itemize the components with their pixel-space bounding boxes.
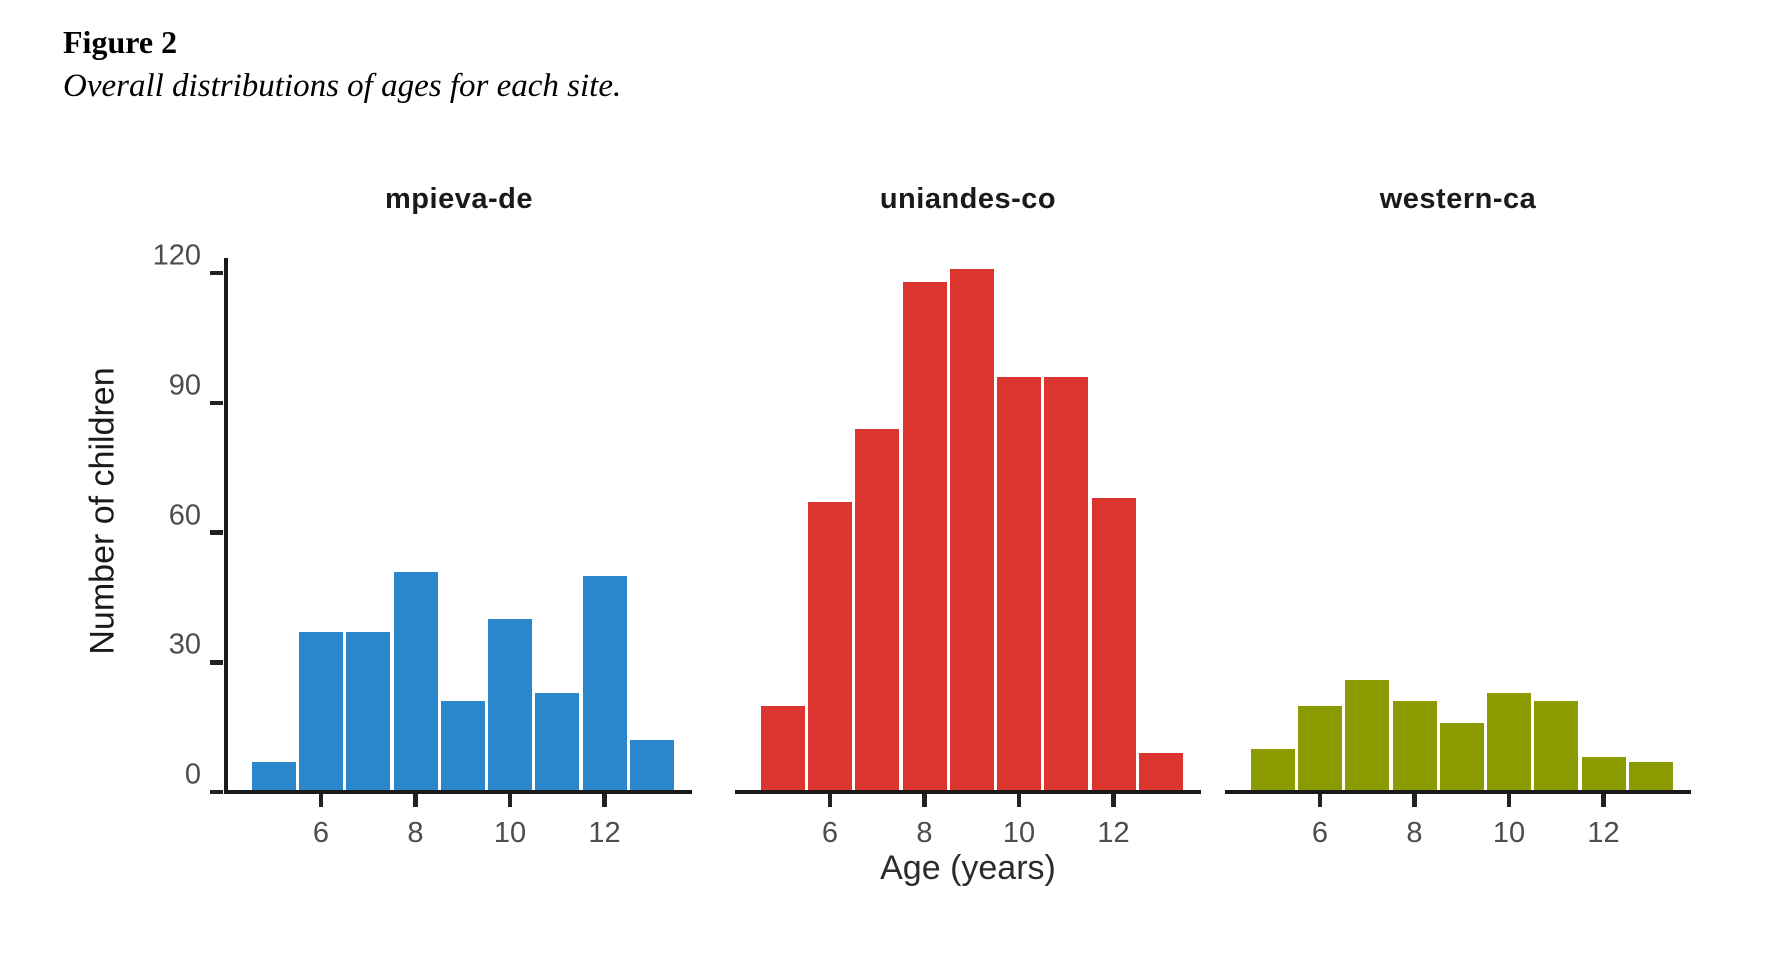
histogram-bar-age-12 xyxy=(582,575,627,792)
histogram-bar-age-13 xyxy=(1628,761,1673,792)
x-tick-label: 8 xyxy=(407,817,424,849)
histogram-bar-age-9 xyxy=(949,268,994,792)
histogram-bar-age-5 xyxy=(1250,748,1295,792)
x-tick-mark xyxy=(1412,794,1417,807)
x-tick-label: 12 xyxy=(1587,817,1620,849)
x-tick-label: 8 xyxy=(916,817,933,849)
x-tick-label: 10 xyxy=(493,817,527,849)
plot-area: 6 8 10 12 xyxy=(1225,230,1691,849)
x-axis-title: Age (years) xyxy=(880,849,1056,887)
histogram-bar-age-12 xyxy=(1581,757,1626,792)
panel-title: western-ca xyxy=(1379,183,1537,215)
histogram-bar-age-7 xyxy=(1345,679,1390,792)
x-tick-mark xyxy=(1016,794,1022,807)
histogram-bar-age-8 xyxy=(1392,701,1437,792)
figure-caption: Figure 2 Overall distributions of ages f… xyxy=(63,22,621,108)
y-tick-mark xyxy=(210,789,223,795)
x-tick-label: 6 xyxy=(312,817,330,849)
x-tick-mark xyxy=(413,794,418,807)
x-tick-mark xyxy=(318,794,324,807)
y-tick-label: 30 xyxy=(168,628,201,661)
x-tick-mark xyxy=(827,794,833,807)
y-axis-line xyxy=(223,258,228,794)
x-tick-mark xyxy=(1506,794,1512,807)
x-tick-mark xyxy=(1317,794,1323,807)
x-tick-mark xyxy=(1111,794,1116,807)
facet-panel-western-ca: western-ca 6 8 10 12 xyxy=(1225,0,1691,962)
x-tick-label: 10 xyxy=(1492,817,1526,849)
histogram-bar-age-6 xyxy=(1298,705,1342,792)
x-tick-label: 10 xyxy=(1002,817,1036,849)
x-tick-mark xyxy=(922,794,927,807)
facet-panel-uniandes-co: uniandes-co 6 8 10 12 xyxy=(735,0,1201,962)
histogram-bar-age-10 xyxy=(1487,692,1531,792)
y-tick-label: 0 xyxy=(184,758,201,791)
plot-area: 6 8 10 12 xyxy=(735,230,1201,849)
histogram-bar-age-11 xyxy=(1044,377,1089,792)
panel-title: uniandes-co xyxy=(879,183,1057,215)
histogram-bar-age-7 xyxy=(855,428,900,792)
y-tick-mark xyxy=(210,270,223,276)
x-tick-mark xyxy=(602,794,607,807)
histogram-bar-age-13 xyxy=(1138,753,1183,792)
panel-title: mpieva-de xyxy=(385,183,533,215)
y-tick-mark xyxy=(210,660,223,665)
facet-panel-mpieva-de: mpieva-de 6 8 10 12 0 30 60 90 120 xyxy=(153,0,692,962)
plot-area: 6 8 10 12 0 30 60 90 120 xyxy=(153,230,692,849)
histogram-bar-age-8 xyxy=(393,571,438,792)
figure-label: Figure 2 xyxy=(63,24,178,60)
y-tick-mark xyxy=(210,400,223,406)
y-tick-label: 90 xyxy=(168,369,201,402)
histogram-bar-age-5 xyxy=(251,761,296,792)
histogram-bar-age-10 xyxy=(488,619,532,792)
histogram-bar-age-13 xyxy=(629,740,674,792)
histogram-bar-age-10 xyxy=(997,377,1041,792)
x-axis-line xyxy=(735,789,1201,794)
histogram-bar-age-9 xyxy=(1439,722,1484,792)
histogram-bar-age-11 xyxy=(535,692,580,792)
x-axis-line xyxy=(226,789,692,794)
histogram-bar-age-6 xyxy=(299,632,343,792)
histogram-bar-age-5 xyxy=(760,705,805,792)
histogram-bar-age-12 xyxy=(1091,498,1136,792)
x-tick-label: 6 xyxy=(821,817,839,849)
x-tick-mark xyxy=(507,794,513,807)
figure-subtitle: Overall distributions of ages for each s… xyxy=(63,67,622,104)
y-tick-mark xyxy=(210,530,223,535)
x-axis-line xyxy=(1225,789,1691,794)
x-tick-label: 12 xyxy=(588,817,621,849)
y-tick-label: 60 xyxy=(168,499,201,532)
x-tick-label: 6 xyxy=(1311,817,1329,849)
y-tick-label: 120 xyxy=(152,239,201,272)
x-tick-label: 12 xyxy=(1097,817,1130,849)
histogram-bar-age-8 xyxy=(902,281,947,792)
y-axis-title: Number of children xyxy=(83,367,122,655)
histogram-bar-age-9 xyxy=(440,701,485,792)
histogram-bar-age-11 xyxy=(1534,701,1579,792)
x-tick-label: 8 xyxy=(1406,817,1423,849)
histogram-bar-age-7 xyxy=(346,632,391,792)
x-tick-mark xyxy=(1601,794,1606,807)
histogram-bar-age-6 xyxy=(808,502,852,792)
